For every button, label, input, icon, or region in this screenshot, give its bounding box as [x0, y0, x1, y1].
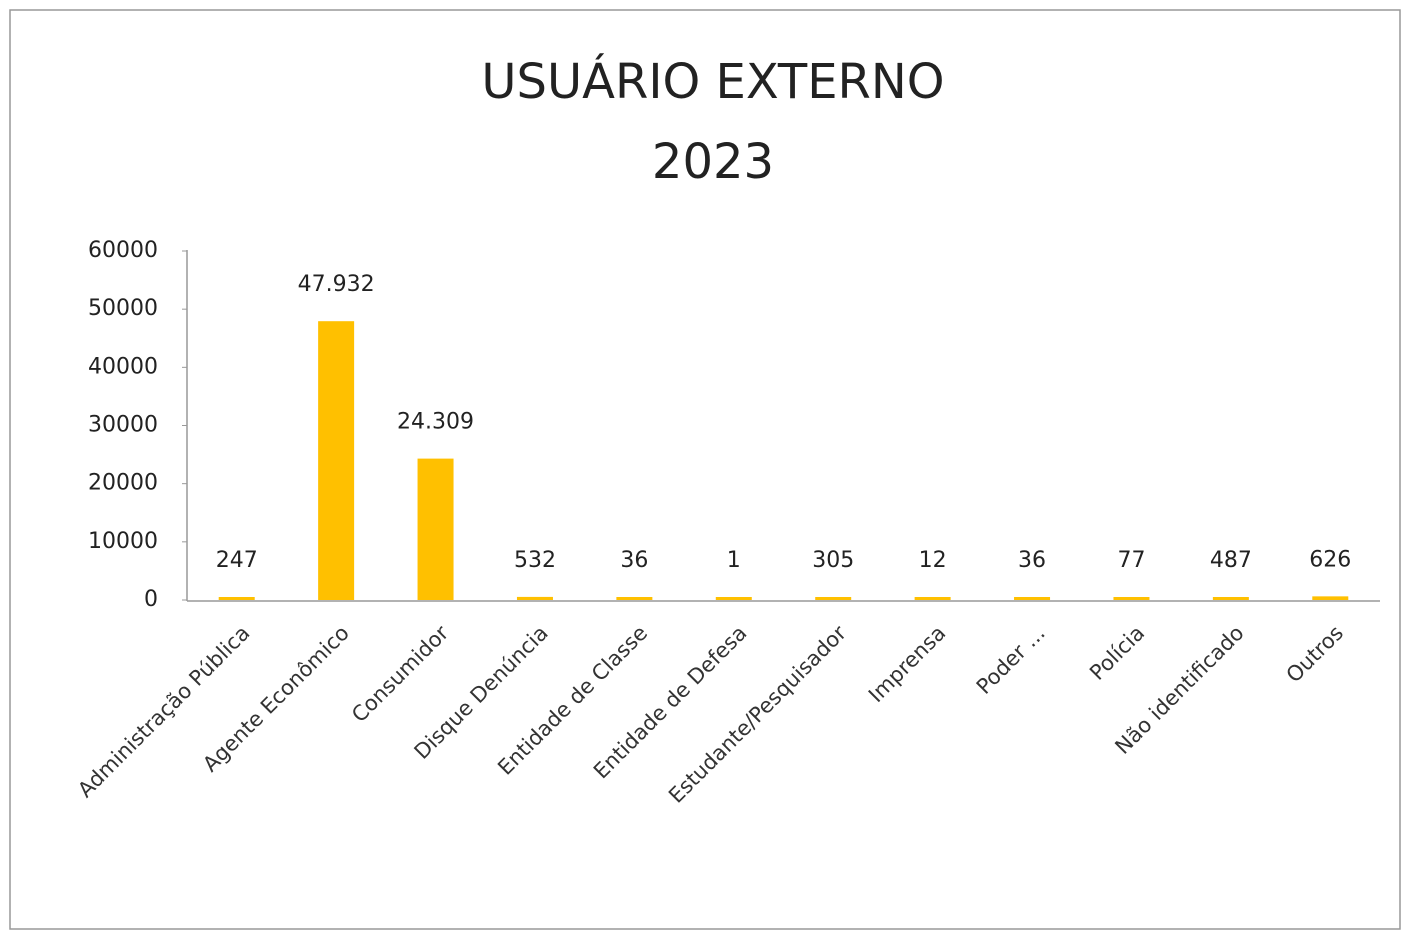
y-tick-label: 30000 — [88, 413, 158, 438]
chart-title: USUÁRIO EXTERNO — [481, 53, 944, 110]
data-label: 77 — [1117, 548, 1145, 573]
y-tick-label: 10000 — [88, 529, 158, 554]
data-label: 36 — [1018, 548, 1046, 573]
data-label: 305 — [812, 548, 854, 573]
bar — [914, 597, 951, 600]
y-tick-label: 0 — [144, 587, 158, 612]
bar — [1113, 597, 1150, 600]
bar — [616, 597, 653, 600]
data-label: 24.309 — [397, 410, 474, 435]
data-label: 12 — [919, 548, 947, 573]
data-label: 487 — [1210, 548, 1252, 573]
bar — [1014, 597, 1051, 600]
bar — [417, 458, 454, 600]
data-label: 532 — [514, 548, 556, 573]
data-label: 36 — [620, 548, 648, 573]
bar — [218, 597, 255, 600]
bar — [1212, 597, 1249, 600]
chart-subtitle: 2023 — [652, 134, 774, 190]
y-tick-label: 60000 — [88, 238, 158, 263]
data-label: 1 — [727, 548, 741, 573]
y-tick-label: 50000 — [88, 296, 158, 321]
data-label: 247 — [216, 548, 258, 573]
y-tick-label: 40000 — [88, 354, 158, 379]
chart-border — [9, 9, 1401, 930]
bar — [516, 596, 553, 600]
data-label: 47.932 — [298, 272, 375, 297]
bar — [1312, 596, 1349, 600]
data-label: 626 — [1309, 547, 1351, 572]
bar — [815, 597, 852, 600]
y-tick-label: 20000 — [88, 471, 158, 496]
bar — [318, 321, 355, 600]
bar — [715, 597, 752, 600]
